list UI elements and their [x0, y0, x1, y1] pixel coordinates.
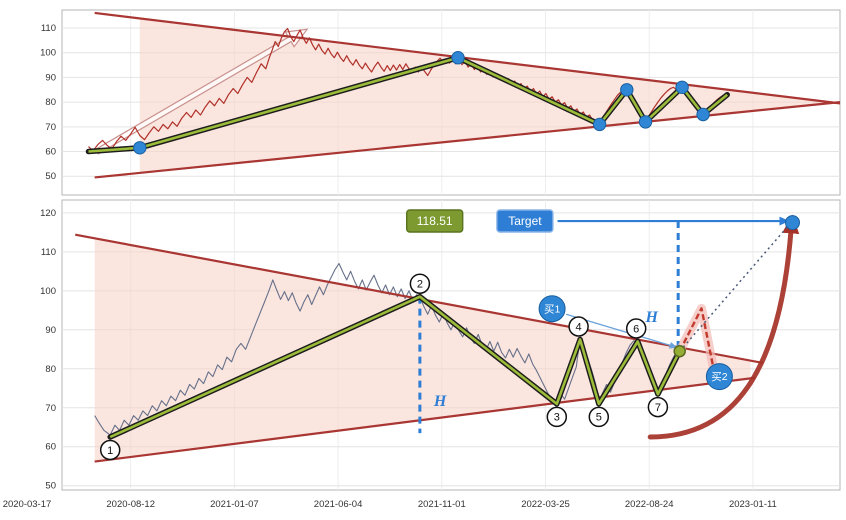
wave-label-4[interactable]: 4	[568, 316, 589, 337]
wave-label-2[interactable]: 2	[409, 273, 431, 294]
buy-label: 买2	[711, 371, 727, 383]
buy-circle	[538, 295, 566, 323]
trendline[interactable]	[94, 11, 841, 105]
y-axis-label: 70	[45, 403, 56, 414]
wave-number: 3	[554, 412, 560, 424]
badge-background	[496, 209, 554, 233]
zigzag-line[interactable]	[109, 295, 681, 439]
x-axis-label: 2022-03-25	[521, 499, 570, 510]
pivot-dot[interactable]	[592, 117, 607, 132]
y-axis-label: 80	[45, 97, 56, 108]
wave-number: 5	[596, 412, 602, 424]
y-axis-label: 50	[45, 171, 56, 182]
y-axis-label: 100	[40, 48, 56, 59]
y-axis-label: 50	[45, 481, 56, 492]
pivot-dot[interactable]	[638, 115, 653, 129]
pivot-dot[interactable]	[675, 80, 689, 95]
wave-circle	[568, 316, 589, 337]
x-axis-label: 2021-06-04	[314, 499, 363, 510]
badge-text: 118.51	[417, 214, 453, 228]
x-axis: 2020-03-17 2020-08-12 2021-01-07 2021-06-04…	[3, 499, 777, 510]
trendline[interactable]	[94, 101, 841, 179]
badge-text: Target	[508, 214, 542, 228]
wedge-fill	[94, 238, 751, 462]
wedge-fill	[139, 18, 841, 173]
wave-circle	[588, 406, 610, 428]
wave-number: 4	[576, 321, 582, 333]
y-axis-label: 60	[45, 147, 56, 158]
pivot-dot[interactable]	[133, 141, 147, 155]
projection-zigzag[interactable]	[678, 307, 718, 383]
x-axis-label: 2022-08-24	[625, 499, 674, 510]
height-label[interactable]: H	[644, 309, 658, 326]
buy-marker[interactable]: 买1	[538, 295, 566, 323]
wave-label-1[interactable]: 1	[99, 439, 121, 461]
main-panel: 50 60 70 80 90 100 110 120 1 2 3 4 5 6 7 H H 买1 买2 118.51 Ta…	[40, 199, 841, 492]
wave-circle	[625, 318, 647, 339]
target-dotted-line[interactable]	[679, 224, 790, 352]
x-axis-label: 2020-03-17	[3, 499, 52, 510]
y-axis-label: 70	[45, 122, 56, 133]
wave-label-6[interactable]: 6	[625, 318, 647, 339]
target-price-badge[interactable]: 118.51	[406, 209, 464, 233]
wave-number: 6	[633, 323, 639, 335]
y-axis-label: 90	[45, 325, 56, 336]
trend-arrow-annotation[interactable]	[94, 28, 309, 155]
wave-number: 7	[655, 402, 661, 414]
trendline[interactable]	[94, 376, 756, 463]
y-axis-label: 110	[41, 23, 56, 34]
pivot-dot[interactable]	[620, 83, 634, 97]
target-point-dot[interactable]	[785, 215, 800, 231]
entry-dot[interactable]	[673, 344, 686, 358]
x-axis-label: 2021-01-07	[210, 499, 259, 510]
breakout-curve-arrow[interactable]	[647, 214, 800, 440]
wave-circle	[99, 439, 121, 461]
overview-panel: 50 60 70 80 90 100 110	[40, 9, 841, 196]
buy-label: 买1	[544, 303, 560, 315]
x-axis-label: 2020-08-12	[106, 499, 155, 510]
y-axis-label: 110	[41, 247, 56, 258]
badge-background	[406, 209, 464, 233]
buy-marker[interactable]: 买2	[705, 363, 733, 391]
wave-circle	[647, 396, 669, 418]
wave-circle	[546, 406, 568, 428]
pivot-dot[interactable]	[451, 51, 465, 65]
wave-number: 1	[107, 445, 113, 457]
wave-number: 2	[417, 278, 423, 290]
height-label[interactable]: H	[433, 393, 447, 410]
buy-circle	[705, 363, 733, 391]
x-axis-label: 2021-11-01	[418, 499, 466, 510]
y-axis-label: 90	[45, 72, 56, 83]
wave-label-3[interactable]: 3	[546, 406, 568, 428]
y-axis-label: 80	[45, 364, 56, 375]
x-axis-label: 2023-01-11	[729, 499, 777, 510]
pivot-dot[interactable]	[696, 107, 710, 122]
target-text-badge[interactable]: Target	[496, 209, 554, 233]
y-axis-label: 60	[45, 442, 56, 453]
wave-label-7[interactable]: 7	[647, 396, 669, 418]
wave-label-5[interactable]: 5	[588, 406, 610, 428]
y-axis-label: 120	[40, 208, 56, 219]
y-axis-label: 100	[40, 286, 56, 297]
wave-circle	[409, 273, 431, 294]
